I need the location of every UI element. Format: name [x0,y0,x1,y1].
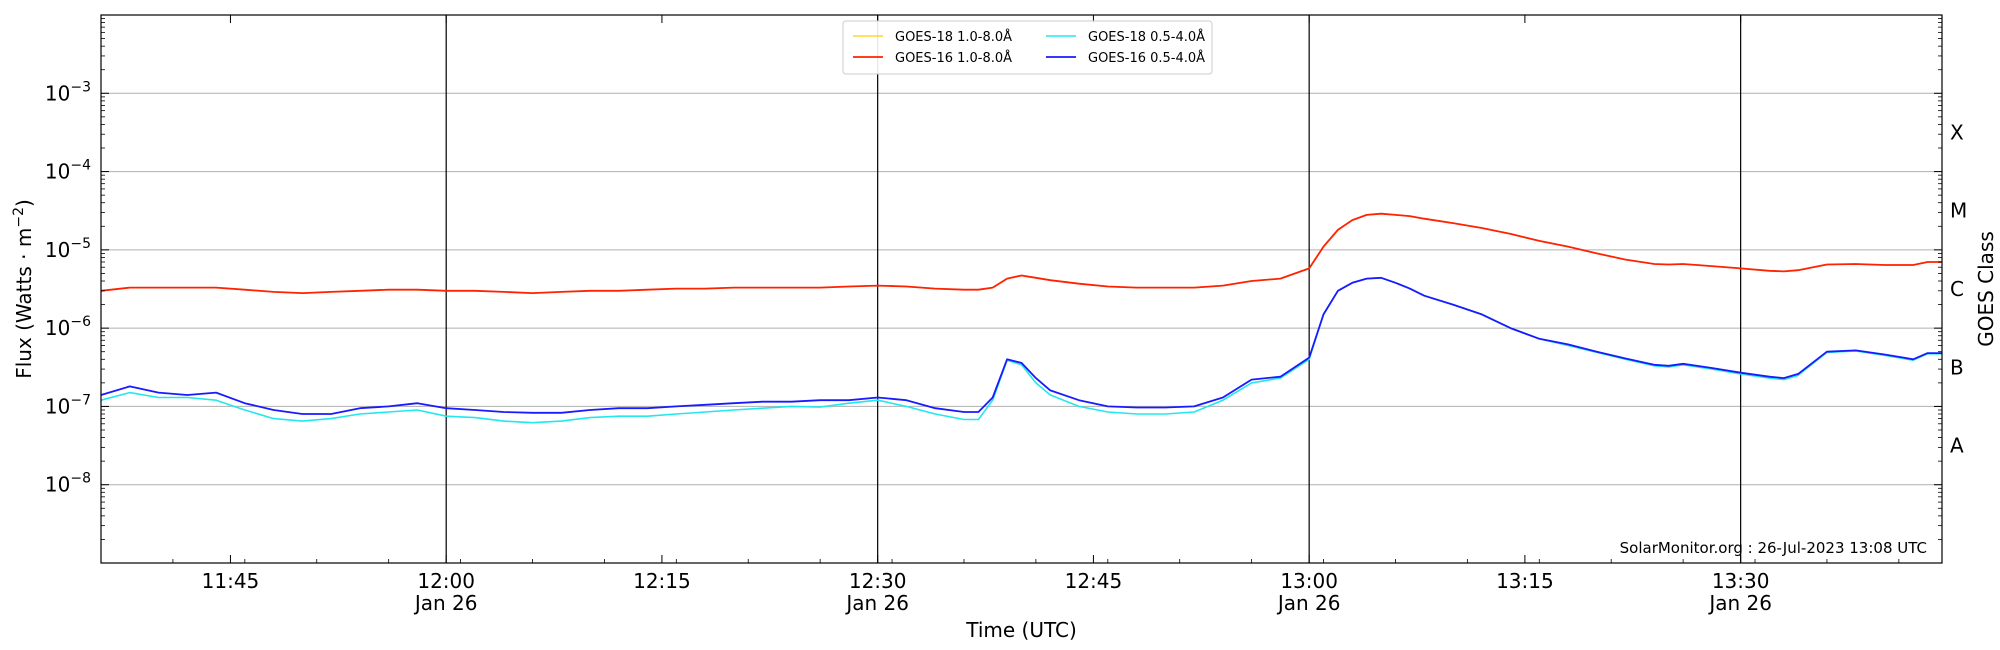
x-tick-label: 12:00 [417,569,475,593]
goes-class-label: B [1950,355,1964,379]
goes-class-label: A [1950,434,1964,458]
legend-label: GOES-16 0.5-4.0Å [1088,50,1205,66]
y-tick-label: 10−8 [45,471,91,497]
series-line [100,276,1942,424]
grid-lines [101,92,1942,486]
y-tick-label: 10−4 [45,158,91,184]
y-tick-label: 10−5 [45,236,91,262]
y-tick-label: 10−7 [45,392,91,418]
time-markers [445,15,1742,563]
x-axis-title: Time (UTC) [965,618,1077,642]
y-tick-label: 10−3 [45,79,91,105]
goes-class-axis: X M C B A [1950,120,1967,457]
y-axis: 10−3 10−4 10−5 10−6 10−7 10−8 [45,18,1942,540]
x-tick-date: Jan 26 [413,591,478,615]
goes-class-label: X [1950,120,1964,144]
x-tick-label: 11:45 [202,569,260,593]
goes-class-label: C [1950,277,1964,301]
plot-frame [100,14,1943,564]
legend-label: GOES-18 0.5-4.0Å [1088,29,1205,45]
series-lines [100,212,1942,424]
x-tick-date: Jan 26 [1276,591,1341,615]
legend-label: GOES-16 1.0-8.0Å [895,50,1012,66]
series-line [100,276,1942,415]
credit-text: SolarMonitor.org : 26-Jul-2023 13:08 UTC [1620,539,1927,557]
legend-box [842,20,1213,75]
legend: GOES-18 1.0-8.0Å GOES-16 1.0-8.0Å GOES-18 … [842,20,1213,75]
goes-class-label: M [1950,199,1967,223]
x-tick-label: 13:30 [1712,569,1770,593]
x-tick-label: 12:30 [849,569,907,593]
x-tick-date: Jan 26 [844,591,909,615]
x-tick-date: Jan 26 [1707,591,1772,615]
legend-label: GOES-18 1.0-8.0Å [895,29,1012,45]
y-axis-title: Flux (Watts · m−2) [11,199,36,379]
y-tick-label: 10−6 [45,314,91,340]
series-line [100,212,1942,295]
x-tick-label: 12:45 [1065,569,1123,593]
x-tick-label: 13:00 [1280,569,1338,593]
goes-class-title: GOES Class [1974,231,1998,347]
x-tick-label: 12:15 [633,569,691,593]
x-tick-label: 13:15 [1496,569,1554,593]
